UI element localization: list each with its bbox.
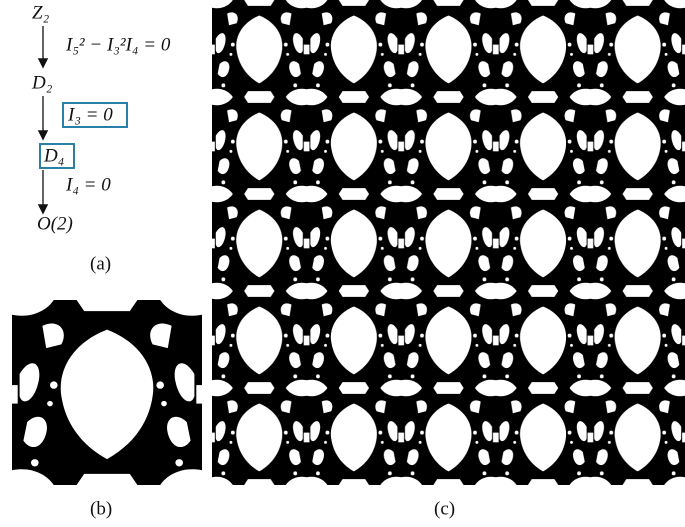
caption: (c) xyxy=(434,498,455,519)
node-label: Z₂ xyxy=(32,2,50,23)
caption: (a) xyxy=(90,253,111,274)
edge-label: I₅² − I₃²I₄ = 0 xyxy=(65,34,171,55)
tiled-pattern xyxy=(212,0,685,485)
edge-label: I₃ = 0 xyxy=(67,104,113,125)
node-label: D₄ xyxy=(43,145,64,166)
pattern-tile xyxy=(12,300,202,485)
edge-label: I₄ = 0 xyxy=(65,174,111,195)
caption: (b) xyxy=(90,498,112,519)
node-label: D₂ xyxy=(31,72,53,93)
node-label: O(2) xyxy=(37,213,73,234)
figure: Z₂ I₅² − I₃²I₄ = 0 D₂ I₃ = 0 D₄ I₄ = 0 O… xyxy=(0,0,685,527)
